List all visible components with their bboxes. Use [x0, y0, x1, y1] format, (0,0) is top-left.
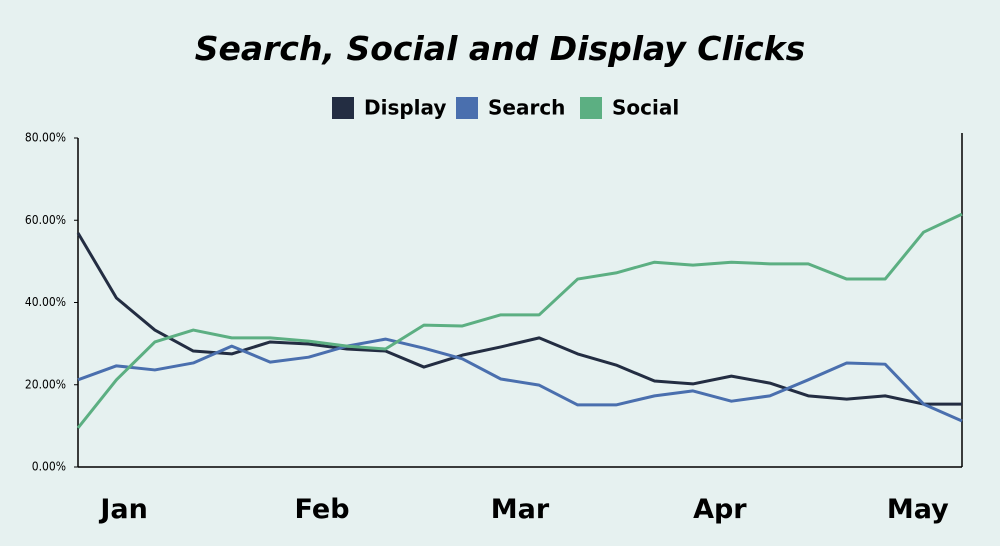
legend-swatch: [332, 97, 354, 119]
x-tick-label: Mar: [491, 494, 550, 525]
y-tick-label: 40.00%: [25, 295, 66, 309]
y-tick-label: 20.00%: [25, 377, 66, 391]
series-line: [76, 232, 962, 406]
legend-label: Search: [488, 96, 565, 120]
series-line: [77, 337, 963, 423]
y-tick-label: 60.00%: [25, 213, 66, 227]
legend-label: Display: [364, 96, 446, 120]
x-tick-label: Feb: [295, 494, 350, 525]
series-line: [76, 212, 963, 429]
y-tick-label: 0.00%: [32, 460, 66, 474]
legend-swatch: [580, 97, 602, 119]
x-tick-label: Jan: [98, 494, 148, 525]
chart-title: Search, Social and Display Clicks: [195, 29, 806, 68]
y-tick-label: 80.00%: [25, 131, 66, 145]
legend-swatch: [456, 97, 478, 119]
x-tick-label: May: [887, 494, 949, 525]
legend-label: Social: [612, 96, 679, 120]
x-tick-label: Apr: [693, 494, 747, 525]
